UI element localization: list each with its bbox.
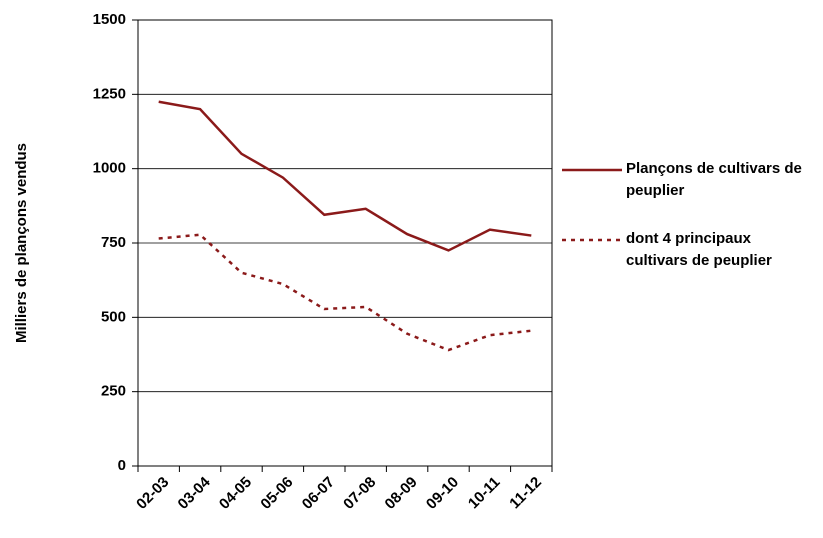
x-tick-label: 04-05 <box>216 474 255 513</box>
y-tick-label: 750 <box>101 234 126 251</box>
y-tick-label: 500 <box>101 308 126 325</box>
y-tick-label: 1000 <box>93 160 126 177</box>
legend-label: Plançons de cultivars de peuplier <box>626 160 802 199</box>
x-tick-label: 06-07 <box>299 474 338 513</box>
y-tick-label: 250 <box>101 383 126 400</box>
x-tick-label: 09-10 <box>423 474 462 513</box>
series-line <box>158 100 532 252</box>
y-tick-label: 1500 <box>93 11 126 28</box>
x-tick-label: 03-04 <box>175 473 215 513</box>
legend-label: dont 4 principaux cultivars de peuplier <box>626 230 772 269</box>
series-line <box>158 233 532 352</box>
y-axis-label: Milliers de plançons vendus <box>13 143 30 343</box>
x-tick-label: 05-06 <box>257 474 296 513</box>
x-tick-label: 02-03 <box>133 474 172 513</box>
y-tick-label: 0 <box>118 457 126 474</box>
x-tick-label: 07-08 <box>340 474 379 513</box>
x-tick-label: 10-11 <box>465 474 504 513</box>
y-tick-label: 1250 <box>93 85 126 102</box>
x-tick-label: 11-12 <box>506 474 545 513</box>
x-tick-label: 08-09 <box>382 474 421 513</box>
